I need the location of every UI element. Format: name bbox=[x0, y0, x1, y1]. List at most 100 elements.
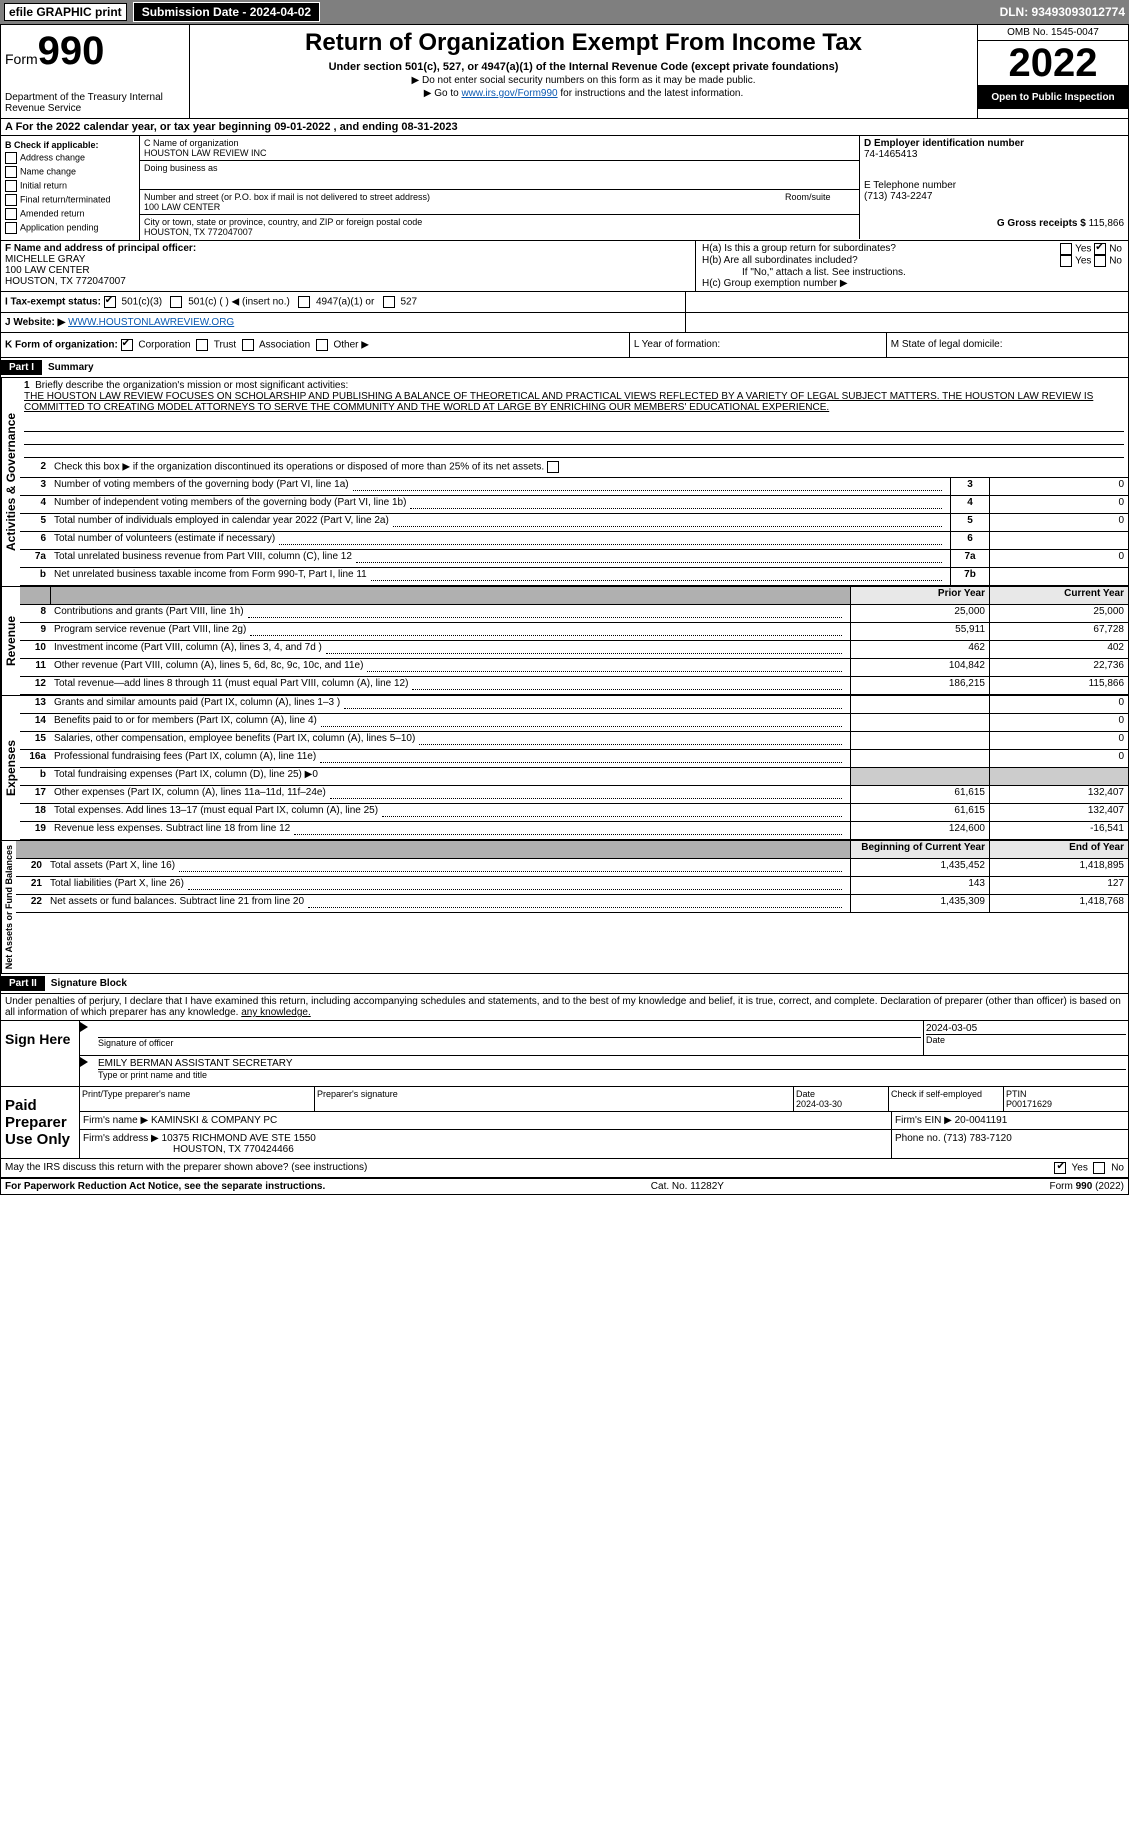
firm-phone-label: Phone no. bbox=[895, 1133, 941, 1144]
chk-amended[interactable] bbox=[5, 208, 17, 220]
hc-label: H(c) Group exemption number ▶ bbox=[702, 278, 1122, 289]
submission-date: Submission Date - 2024-04-02 bbox=[133, 2, 320, 22]
opt-other: Other ▶ bbox=[333, 340, 368, 351]
opt-name-change: Name change bbox=[20, 166, 76, 176]
chk-4947[interactable] bbox=[298, 296, 310, 308]
prep-date-val: 2024-03-30 bbox=[796, 1099, 842, 1109]
omb-number: OMB No. 1545-0047 bbox=[978, 25, 1128, 41]
prep-name-label: Print/Type preparer's name bbox=[80, 1087, 315, 1111]
chk-ha-yes[interactable] bbox=[1060, 243, 1072, 255]
phone-val: (713) 743-2247 bbox=[864, 191, 1124, 202]
officer-name: MICHELLE GRAY bbox=[5, 254, 85, 265]
chk-q2[interactable] bbox=[547, 461, 559, 473]
box-m-label: M State of legal domicile: bbox=[887, 333, 1128, 357]
box-g-label: G Gross receipts $ bbox=[997, 218, 1086, 229]
col-begin: Beginning of Current Year bbox=[850, 841, 989, 858]
chk-address-change[interactable] bbox=[5, 152, 17, 164]
ein-val: 74-1465413 bbox=[864, 149, 1124, 160]
footer-mid: Cat. No. 11282Y bbox=[325, 1181, 1049, 1192]
firm-phone: (713) 783-7120 bbox=[943, 1133, 1011, 1144]
note2-post: for instructions and the latest informat… bbox=[558, 88, 744, 99]
box-e-label: E Telephone number bbox=[864, 180, 1124, 191]
penalty-text: Under penalties of perjury, I declare th… bbox=[1, 994, 1128, 1021]
hb-note: If "No," attach a list. See instructions… bbox=[702, 267, 1122, 278]
website-link[interactable]: WWW.HOUSTONLAWREVIEW.ORG bbox=[68, 317, 234, 328]
ha-no: No bbox=[1109, 244, 1122, 255]
box-b: B Check if applicable: Address change Na… bbox=[1, 136, 140, 240]
addr-label: Number and street (or P.O. box if mail i… bbox=[144, 192, 430, 202]
chk-initial-return[interactable] bbox=[5, 180, 17, 192]
vert-governance: Activities & Governance bbox=[1, 378, 20, 586]
chk-assoc[interactable] bbox=[242, 339, 254, 351]
org-name: HOUSTON LAW REVIEW INC bbox=[144, 148, 267, 158]
chk-hb-yes[interactable] bbox=[1060, 255, 1072, 267]
form-container: Form990 Department of the Treasury Inter… bbox=[0, 24, 1129, 1195]
box-i-label: I Tax-exempt status: bbox=[5, 297, 101, 308]
part1-title: Summary bbox=[48, 362, 94, 373]
dln: DLN: 93493093012774 bbox=[1000, 5, 1125, 19]
chk-other[interactable] bbox=[316, 339, 328, 351]
officer-printed-name: EMILY BERMAN ASSISTANT SECRETARY bbox=[98, 1058, 1126, 1069]
chk-app-pending[interactable] bbox=[5, 222, 17, 234]
part2-title: Signature Block bbox=[51, 978, 127, 989]
chk-final-return[interactable] bbox=[5, 194, 17, 206]
may-no: No bbox=[1111, 1163, 1124, 1174]
irs-link[interactable]: www.irs.gov/Form990 bbox=[461, 88, 557, 99]
penalty-content: Under penalties of perjury, I declare th… bbox=[5, 996, 1121, 1018]
ha-label: H(a) Is this a group return for subordin… bbox=[702, 243, 1060, 255]
city-val: HOUSTON, TX 772047007 bbox=[144, 227, 253, 237]
chk-may-no[interactable] bbox=[1093, 1162, 1105, 1174]
sig-officer-label: Signature of officer bbox=[98, 1037, 921, 1048]
may-irs-label: May the IRS discuss this return with the… bbox=[5, 1162, 944, 1174]
chk-may-yes[interactable] bbox=[1054, 1162, 1066, 1174]
ha-yes: Yes bbox=[1075, 244, 1091, 255]
topbar: efile GRAPHIC print Submission Date - 20… bbox=[0, 0, 1129, 24]
opt-app-pending: Application pending bbox=[20, 222, 99, 232]
chk-501c3[interactable] bbox=[104, 296, 116, 308]
arrow-icon-2 bbox=[80, 1057, 88, 1067]
form-title: Return of Organization Exempt From Incom… bbox=[200, 29, 967, 57]
officer-type-label: Type or print name and title bbox=[98, 1069, 1126, 1080]
q1-label: Briefly describe the organization's miss… bbox=[35, 380, 348, 391]
firm-city: HOUSTON, TX 770424466 bbox=[83, 1144, 294, 1155]
city-label: City or town, state or province, country… bbox=[144, 217, 422, 227]
prep-check-label: Check if self-employed bbox=[889, 1087, 1004, 1111]
prep-sig-label: Preparer's signature bbox=[315, 1087, 794, 1111]
col-end: End of Year bbox=[989, 841, 1128, 858]
box-d-label: D Employer identification number bbox=[864, 138, 1024, 149]
chk-corp[interactable] bbox=[121, 339, 133, 351]
open-public: Open to Public Inspection bbox=[978, 86, 1128, 109]
dept-label: Department of the Treasury Internal Reve… bbox=[5, 92, 185, 114]
chk-hb-no[interactable] bbox=[1094, 255, 1106, 267]
officer-addr2: HOUSTON, TX 772047007 bbox=[5, 276, 126, 287]
opt-assoc: Association bbox=[259, 340, 310, 351]
form-note1: ▶ Do not enter social security numbers o… bbox=[200, 75, 967, 86]
part1-hdr: Part I bbox=[1, 360, 42, 375]
firm-addr-label: Firm's address ▶ bbox=[83, 1133, 159, 1144]
form-subtitle: Under section 501(c), 527, or 4947(a)(1)… bbox=[200, 61, 967, 73]
opt-4947: 4947(a)(1) or bbox=[316, 297, 374, 308]
chk-501c[interactable] bbox=[170, 296, 182, 308]
sig-date-label: Date bbox=[926, 1034, 1126, 1045]
chk-trust[interactable] bbox=[196, 339, 208, 351]
opt-trust: Trust bbox=[214, 340, 236, 351]
chk-name-change[interactable] bbox=[5, 166, 17, 178]
firm-name: KAMINSKI & COMPANY PC bbox=[151, 1115, 277, 1126]
opt-initial-return: Initial return bbox=[20, 180, 67, 190]
hb-no: No bbox=[1109, 256, 1122, 267]
paid-preparer-label: Paid Preparer Use Only bbox=[1, 1087, 80, 1158]
dba-label: Doing business as bbox=[144, 163, 218, 173]
col-prior: Prior Year bbox=[850, 587, 989, 604]
opt-501c3: 501(c)(3) bbox=[122, 297, 163, 308]
form-prefix: Form bbox=[5, 51, 38, 67]
section-a-text: A For the 2022 calendar year, or tax yea… bbox=[5, 121, 458, 133]
may-yes: Yes bbox=[1072, 1163, 1088, 1174]
vert-net: Net Assets or Fund Balances bbox=[1, 841, 16, 973]
chk-527[interactable] bbox=[383, 296, 395, 308]
q2-text: Check this box ▶ if the organization dis… bbox=[54, 462, 544, 473]
opt-corp: Corporation bbox=[138, 340, 190, 351]
box-k-label: K Form of organization: bbox=[5, 340, 118, 351]
chk-ha-no[interactable] bbox=[1094, 243, 1106, 255]
opt-amended: Amended return bbox=[20, 208, 85, 218]
form-number: Form990 bbox=[5, 29, 185, 74]
